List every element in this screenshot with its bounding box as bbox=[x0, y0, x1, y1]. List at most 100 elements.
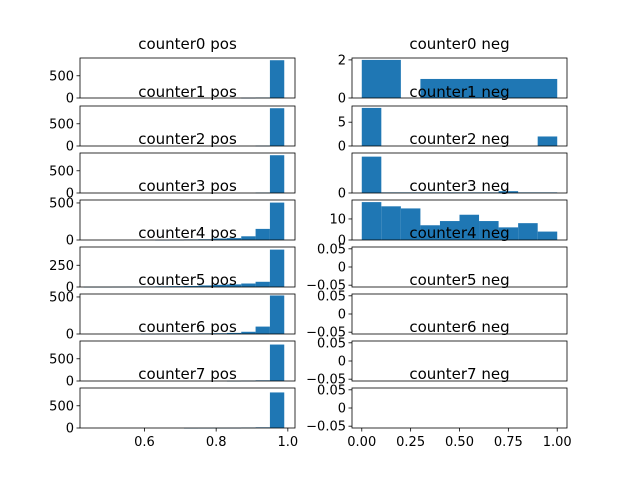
histogram-bar bbox=[269, 392, 285, 428]
y-tick-label: 5 bbox=[338, 116, 346, 131]
histogram-bar bbox=[400, 208, 421, 240]
histogram-bar bbox=[361, 107, 382, 146]
subplot-title: counter4 neg bbox=[409, 224, 509, 242]
subplot-counter5-pos: 0 500 bbox=[49, 290, 296, 343]
y-tick-label: 0 bbox=[338, 187, 346, 202]
y-tick-label: 0 bbox=[66, 422, 74, 437]
histogram-bar bbox=[241, 283, 256, 287]
histogram-bar bbox=[212, 284, 227, 287]
y-tick-label: −0.05 bbox=[306, 373, 346, 388]
histogram-bar bbox=[269, 344, 285, 381]
y-tick-label: 0 bbox=[66, 187, 74, 202]
y-tick-label: 250 bbox=[49, 259, 74, 274]
x-tick-label: 1.0 bbox=[277, 435, 298, 450]
subplot-counter3-pos: 0 500 bbox=[49, 196, 296, 249]
x-tick-label: 0.25 bbox=[396, 435, 425, 450]
x-tick-label: 0.00 bbox=[347, 435, 376, 450]
y-tick-label: 10 bbox=[329, 212, 346, 227]
x-tick-label: 0.75 bbox=[494, 435, 523, 450]
histogram-bar bbox=[381, 206, 401, 240]
y-tick-label: 0 bbox=[66, 375, 74, 390]
histogram-bar bbox=[255, 281, 270, 287]
axes-frame bbox=[351, 387, 568, 429]
subplot-counter2-pos: 0 500 bbox=[49, 152, 296, 202]
histogram-bar bbox=[226, 284, 242, 287]
histogram-bar bbox=[241, 331, 256, 334]
subplot-title: counter3 neg bbox=[409, 177, 509, 195]
axes-frame bbox=[351, 152, 568, 194]
subplot-counter4-neg: 0.05 0 −0.05 bbox=[306, 242, 568, 294]
subplot-title: counter2 neg bbox=[409, 130, 509, 148]
subplot-title: counter1 pos bbox=[138, 83, 237, 101]
histogram-bar bbox=[479, 221, 499, 240]
y-tick-label: −0.05 bbox=[306, 326, 346, 341]
subplot-counter1-neg: 05 bbox=[338, 105, 568, 155]
axes-frame bbox=[79, 387, 296, 429]
subplot-counter7-pos: 0 500 0.6 0.8 1.0 bbox=[49, 387, 298, 450]
y-tick-label: 500 bbox=[49, 196, 74, 211]
subplot-counter6-neg: 0.05 0 −0.05 bbox=[306, 336, 568, 388]
y-tick-label: 0.05 bbox=[317, 289, 346, 304]
subplot-title: counter0 neg bbox=[409, 35, 509, 53]
subplot-title: counter5 pos bbox=[138, 271, 237, 289]
axes-frame bbox=[79, 199, 296, 241]
y-tick-label: 0 bbox=[338, 355, 346, 370]
y-tick-label: 0 bbox=[66, 234, 74, 249]
x-tick-label: 1.00 bbox=[543, 435, 572, 450]
y-tick-label: 0 bbox=[66, 140, 74, 155]
subplot-title: counter4 pos bbox=[138, 224, 237, 242]
histogram-bar bbox=[537, 231, 558, 240]
subplot-title: counter0 pos bbox=[138, 35, 237, 53]
subplot-counter2-neg: 0 bbox=[338, 152, 568, 202]
y-tick-label: 0 bbox=[338, 92, 346, 107]
y-tick-label: 500 bbox=[49, 117, 74, 132]
y-tick-label: 500 bbox=[49, 69, 74, 84]
subplot-title: counter6 neg bbox=[409, 318, 509, 336]
subplot-title: counter3 pos bbox=[138, 177, 237, 195]
subplot-title: counter7 pos bbox=[138, 365, 237, 383]
y-tick-label: 0 bbox=[66, 281, 74, 296]
histogram-bar bbox=[439, 221, 460, 240]
subplot-title: counter6 pos bbox=[138, 318, 237, 336]
histogram-bar bbox=[498, 191, 519, 193]
axes-frame bbox=[79, 340, 296, 382]
histogram-bar bbox=[255, 326, 270, 334]
y-tick-label: 0 bbox=[66, 328, 74, 343]
y-tick-label: 0 bbox=[338, 140, 346, 155]
subplot-title: counter1 neg bbox=[409, 83, 509, 101]
x-tick-label: 0.8 bbox=[206, 435, 227, 450]
histogram-bar bbox=[537, 136, 558, 146]
histogram-bar bbox=[169, 286, 184, 287]
histogram-bar bbox=[269, 60, 285, 98]
y-tick-label: 500 bbox=[49, 164, 74, 179]
axes-frame bbox=[79, 105, 296, 147]
subplot-counter5-neg: 0.05 0 −0.05 bbox=[306, 289, 568, 341]
x-tick-label: 0.6 bbox=[134, 435, 155, 450]
histogram-bar bbox=[518, 223, 538, 240]
histogram-bar bbox=[361, 59, 401, 98]
y-tick-label: 0.05 bbox=[317, 336, 346, 351]
histogram-bar bbox=[459, 214, 480, 240]
histogram-bar bbox=[420, 78, 558, 98]
y-tick-label: 0 bbox=[338, 402, 346, 417]
subplot-counter1-pos: 0 500 bbox=[49, 105, 296, 155]
histogram-bar bbox=[420, 225, 440, 240]
histogram-bar bbox=[361, 156, 382, 193]
y-tick-label: 0 bbox=[338, 234, 346, 249]
y-tick-label: 0 bbox=[338, 308, 346, 323]
histogram-bar bbox=[498, 227, 519, 240]
histogram-bar bbox=[198, 285, 213, 287]
axes-frame bbox=[351, 57, 568, 99]
axes-frame bbox=[79, 152, 296, 194]
y-tick-label: 500 bbox=[49, 399, 74, 414]
histogram-bar bbox=[269, 108, 285, 146]
histogram-bar bbox=[269, 249, 285, 287]
histogram-bar bbox=[255, 228, 270, 240]
y-tick-label: −0.05 bbox=[306, 420, 346, 435]
axes-frame bbox=[79, 293, 296, 335]
axes-frame bbox=[351, 199, 568, 241]
subplot-counter7-neg: 0.05 0 −0.050.00 0.25 0.50 0.75 1.00 bbox=[306, 383, 572, 450]
histogram-bar bbox=[226, 238, 242, 240]
